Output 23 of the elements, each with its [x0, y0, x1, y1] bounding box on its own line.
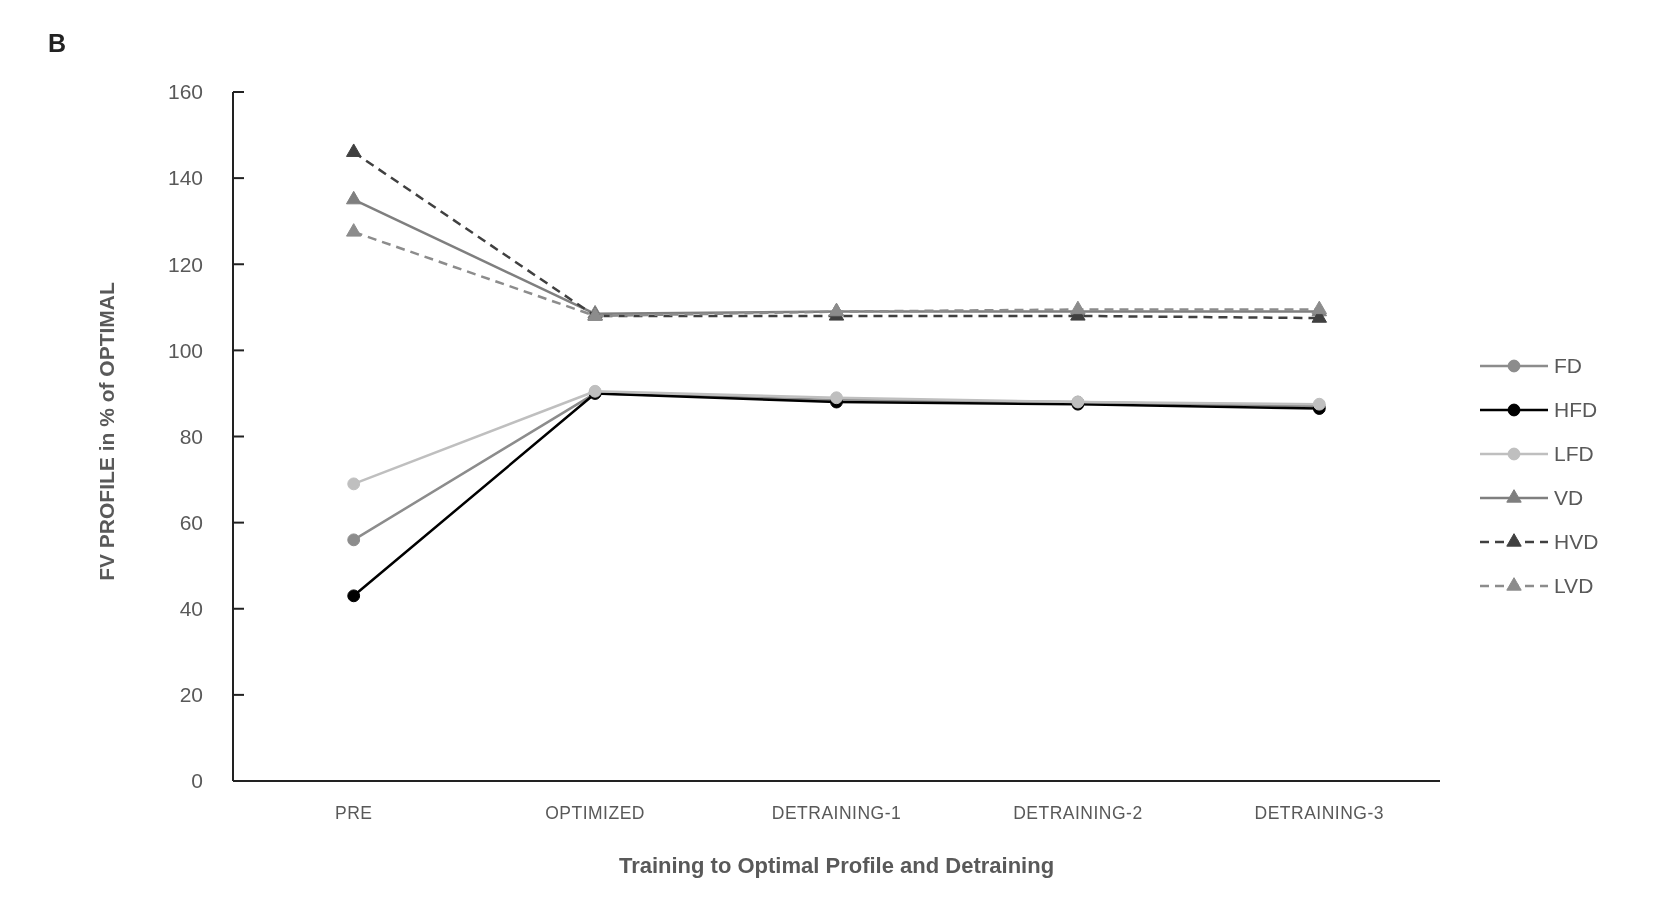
x-tick-label: DETRAINING-3 [1254, 803, 1385, 823]
y-tick-label: 0 [191, 769, 203, 793]
y-tick-label: 40 [179, 597, 203, 621]
y-tick-label: 60 [179, 510, 203, 534]
y-tick-label: 80 [179, 424, 203, 448]
y-tick-label: 140 [167, 166, 203, 190]
legend-label: HFD [1554, 398, 1598, 422]
y-tick-label: 20 [179, 683, 203, 707]
legend-label: VD [1554, 486, 1584, 510]
x-tick-label: DETRAINING-2 [1013, 803, 1143, 823]
x-tick-label: PRE [334, 803, 373, 823]
legend-label: HVD [1554, 530, 1599, 554]
x-axis-title: Training to Optimal Profile and Detraining [618, 853, 1055, 878]
y-tick-label: 160 [167, 80, 203, 104]
legend-label: LFD [1554, 442, 1594, 466]
y-tick-label: 100 [167, 338, 203, 362]
y-tick-label: 120 [167, 252, 203, 276]
x-tick-label: DETRAINING-1 [771, 803, 902, 823]
legend-label: FD [1554, 354, 1582, 378]
x-tick-label: OPTIMIZED [545, 803, 645, 823]
legend-label: LVD [1554, 574, 1594, 598]
chart-title: B [48, 29, 67, 57]
y-axis-title: FV PROFILE in % of OPTIMAL [95, 282, 118, 581]
